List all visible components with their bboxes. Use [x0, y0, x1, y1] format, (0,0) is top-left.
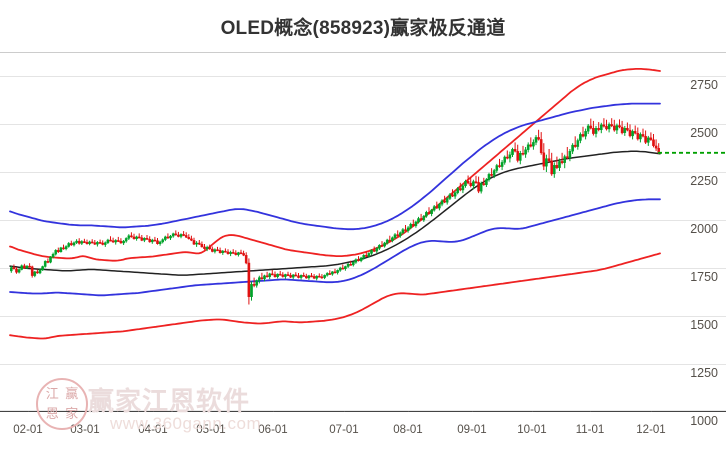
- x-axis-tick-label: 11-01: [575, 424, 605, 436]
- x-axis-tick-label: 09-01: [457, 424, 487, 436]
- x-axis-tick-label: 05-01: [196, 424, 226, 436]
- x-axis-tick-label: 06-01: [258, 424, 288, 436]
- chart-canvas: [0, 52, 726, 412]
- page-title: OLED概念(858923)赢家极反通道: [220, 18, 506, 39]
- chart-plot-area: [0, 52, 726, 412]
- x-axis-tick-label: 08-01: [393, 424, 423, 436]
- x-axis-tick-label: 10-01: [517, 424, 547, 436]
- x-axis-tick-label: 04-01: [138, 424, 168, 436]
- x-axis-tick-label: 02-01: [13, 424, 43, 436]
- x-axis-tick-label: 12-01: [636, 424, 666, 436]
- x-axis-tick-label: 07-01: [329, 424, 359, 436]
- x-axis-tick-label: 03-01: [70, 424, 100, 436]
- x-axis-labels: 02-01 03-01 04-01 05-01 06-01 07-01 08-01 09-01…: [0, 424, 726, 446]
